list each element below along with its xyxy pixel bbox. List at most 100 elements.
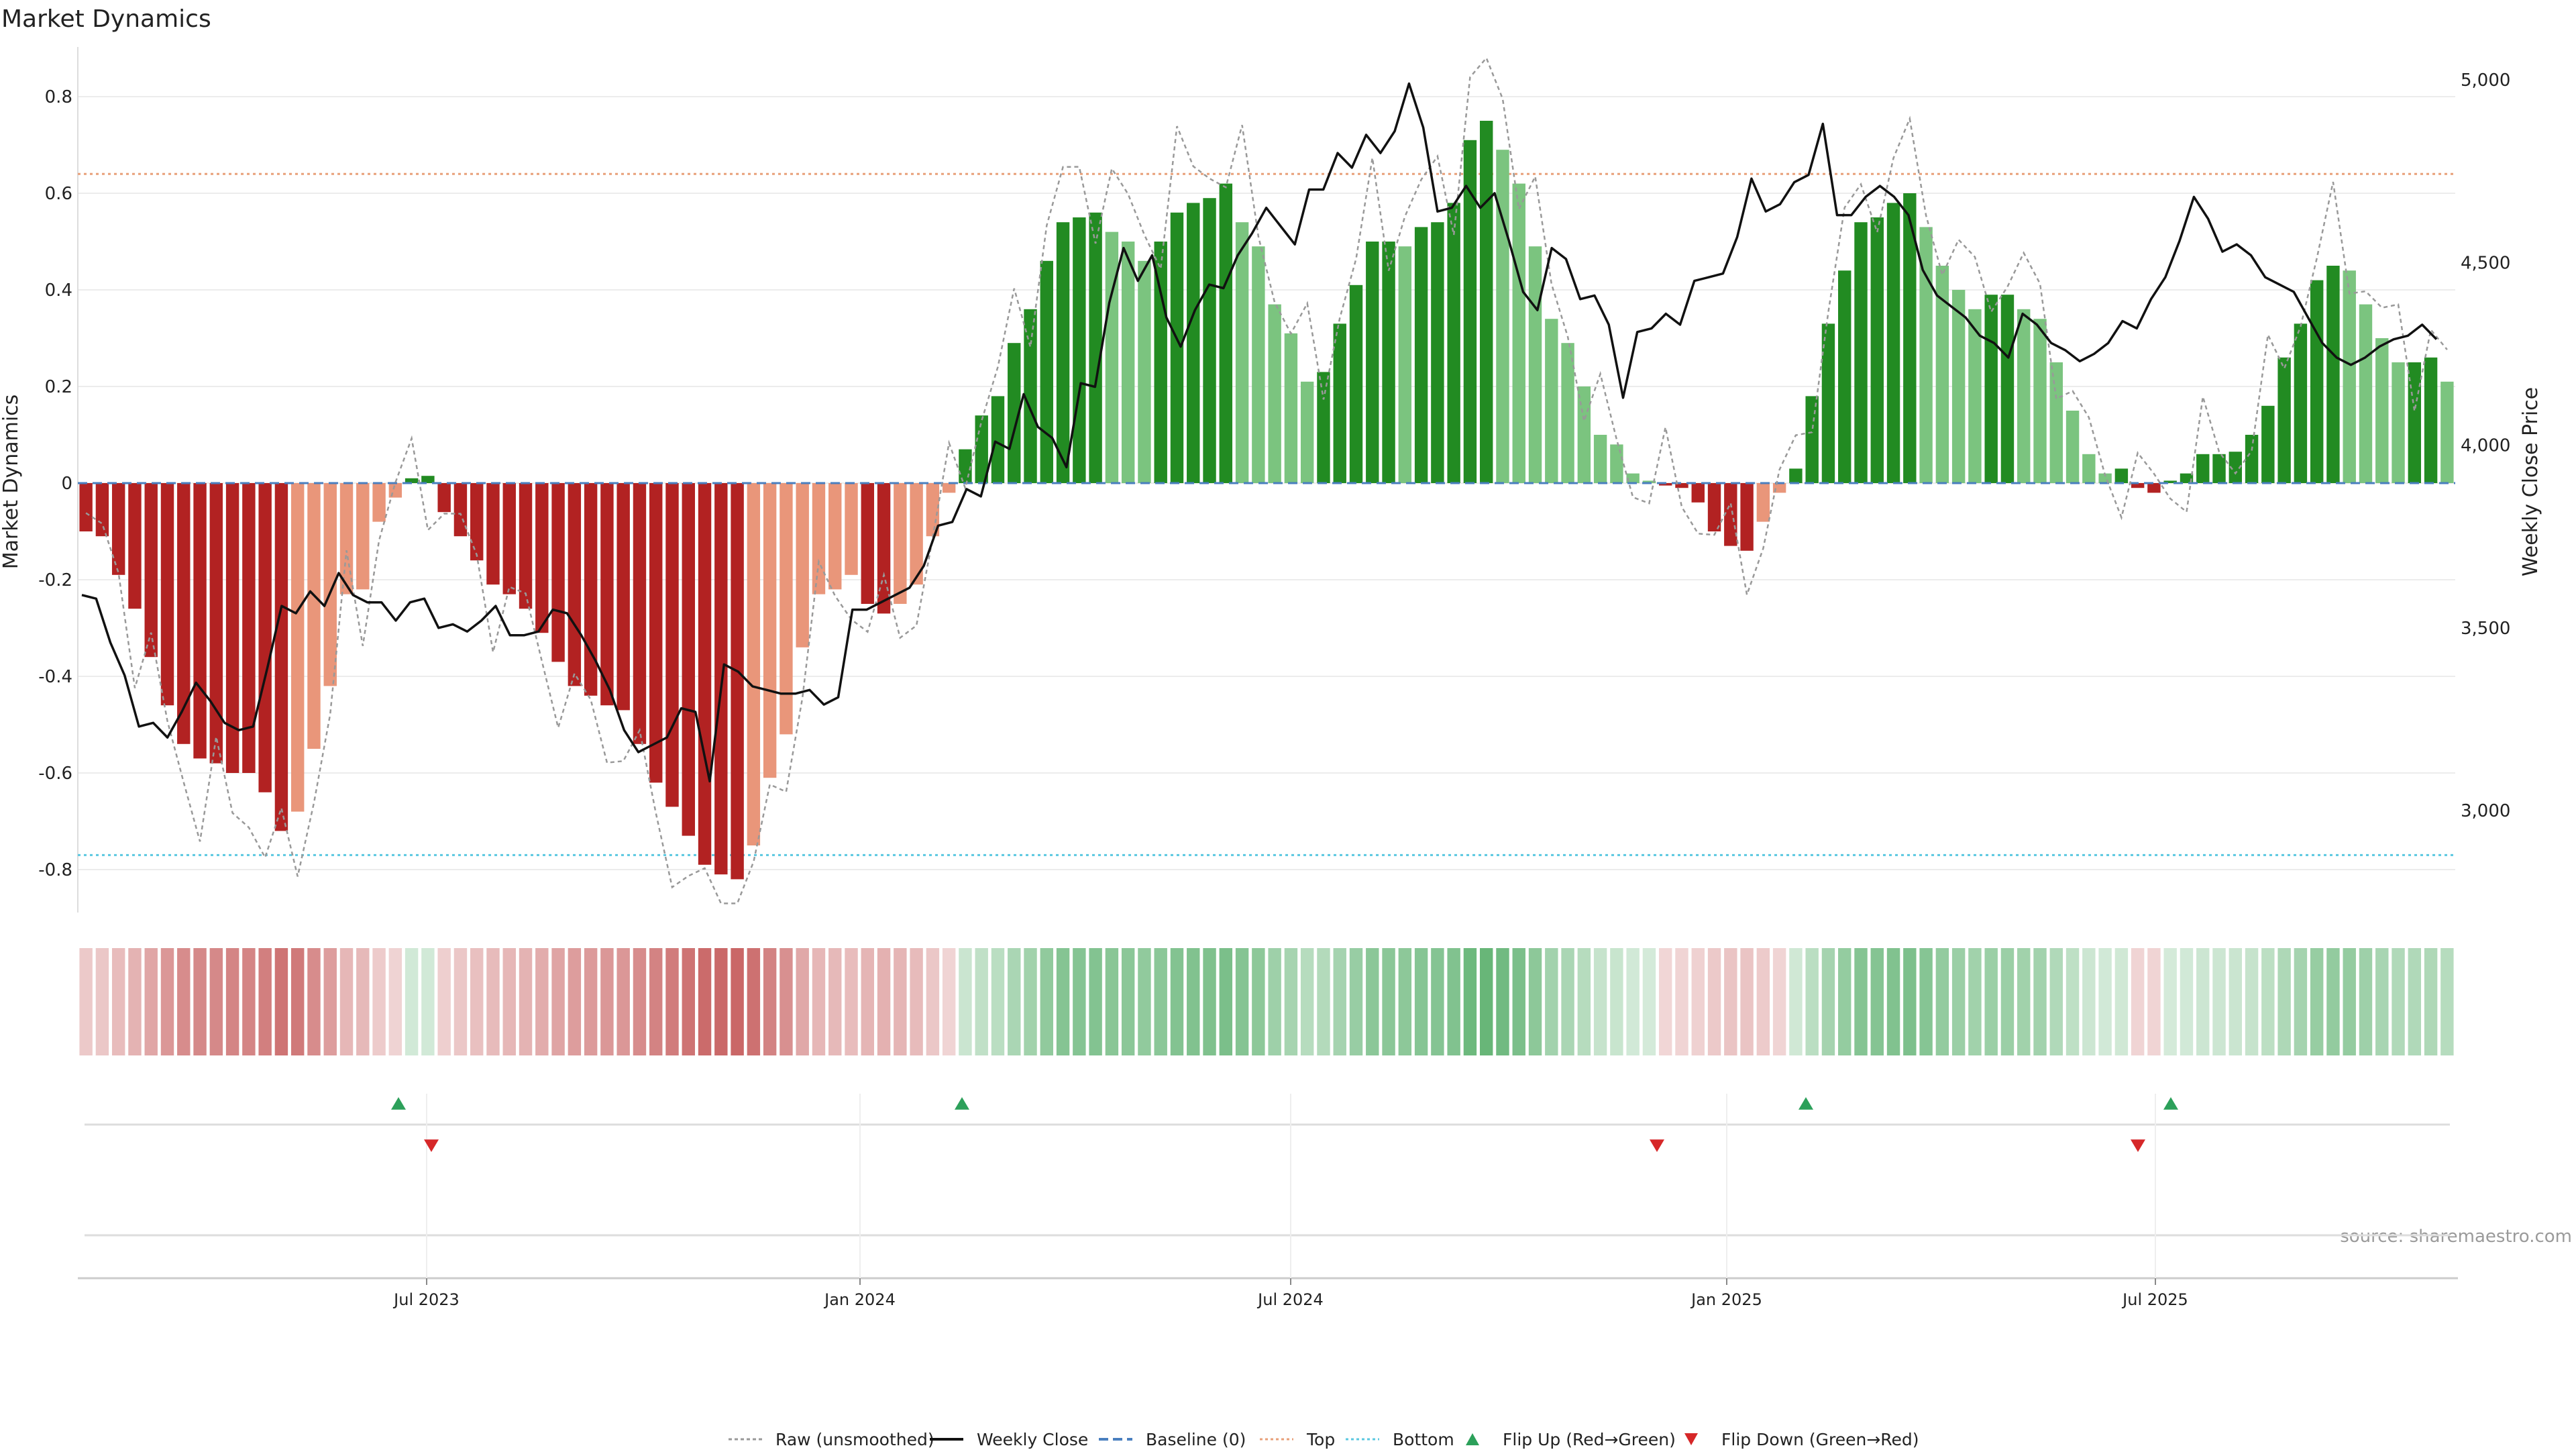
heat-strip-cell bbox=[1870, 948, 1884, 1055]
heat-strip-cell bbox=[942, 948, 956, 1055]
bar bbox=[2294, 323, 2308, 483]
heat-strip-cell bbox=[1268, 948, 1281, 1055]
bar bbox=[2392, 362, 2405, 483]
legend-item: Flip Up (Red→Green) bbox=[1466, 1430, 1676, 1449]
legend-item: Flip Down (Green→Red) bbox=[1684, 1430, 1919, 1449]
x-tick-label: Jan 2024 bbox=[823, 1290, 896, 1309]
bar bbox=[2114, 468, 2129, 483]
bar bbox=[486, 483, 500, 585]
heat-strip-cell bbox=[2212, 948, 2226, 1055]
bar bbox=[1317, 372, 1330, 483]
bar bbox=[470, 483, 484, 561]
bar bbox=[274, 483, 288, 831]
bar bbox=[633, 483, 647, 744]
bar bbox=[2033, 319, 2047, 483]
bar bbox=[1398, 246, 1412, 483]
bar bbox=[1187, 203, 1200, 483]
heat-strip-cell bbox=[1121, 948, 1135, 1055]
y2-tick-label: 5,000 bbox=[2461, 70, 2510, 91]
heat-strip-cell bbox=[731, 948, 744, 1055]
heat-strip-cell bbox=[1642, 948, 1656, 1055]
bar bbox=[1447, 203, 1460, 483]
heat-strip-cell bbox=[1626, 948, 1640, 1055]
heat-strip-cell bbox=[828, 948, 842, 1055]
bar bbox=[2163, 480, 2177, 483]
bar bbox=[991, 396, 1005, 483]
bar bbox=[1838, 270, 1851, 483]
bar bbox=[1691, 483, 1705, 503]
bar bbox=[1056, 222, 1070, 483]
bar bbox=[1105, 231, 1119, 483]
heat-strip-cell bbox=[535, 948, 549, 1055]
x-tick-label: Jul 2024 bbox=[1256, 1290, 1324, 1309]
x-tick-label: Jan 2025 bbox=[1690, 1290, 1762, 1309]
y-tick-label: 0.4 bbox=[45, 280, 72, 301]
heat-strip-cell bbox=[1382, 948, 1395, 1055]
heat-strip-cell bbox=[780, 948, 793, 1055]
heat-strip-cell bbox=[1414, 948, 1428, 1055]
legend-label: Baseline (0) bbox=[1146, 1430, 1246, 1449]
bar bbox=[942, 483, 956, 493]
heat-strip-cell bbox=[437, 948, 451, 1055]
heat-strip-cell bbox=[1707, 948, 1721, 1055]
heat-strip-cell bbox=[1935, 948, 1949, 1055]
heat-strip-cell bbox=[796, 948, 809, 1055]
heat-strip-cell bbox=[2326, 948, 2340, 1055]
heat-strip-cell bbox=[2131, 948, 2145, 1055]
heat-strip-cell bbox=[2294, 948, 2308, 1055]
heat-strip-cell bbox=[1691, 948, 1705, 1055]
bar bbox=[1040, 260, 1054, 483]
bar bbox=[372, 483, 386, 522]
bar bbox=[2343, 270, 2356, 483]
bar bbox=[1333, 323, 1346, 483]
y-tick-label: -0.2 bbox=[38, 570, 72, 590]
heat-strip-cell bbox=[1984, 948, 1998, 1055]
heat-strip-cell bbox=[975, 948, 988, 1055]
heat-strip-cell bbox=[1675, 948, 1688, 1055]
bar bbox=[2000, 295, 2015, 483]
bar bbox=[1577, 386, 1591, 483]
heat-strip-cell bbox=[1056, 948, 1070, 1055]
bar bbox=[665, 483, 679, 807]
heat-strip-cell bbox=[1008, 948, 1021, 1055]
legend-label: Flip Up (Red→Green) bbox=[1503, 1430, 1676, 1449]
heat-strip-cell bbox=[1577, 948, 1591, 1055]
bar bbox=[1870, 217, 1884, 483]
heat-strip-cell bbox=[1398, 948, 1412, 1055]
heat-strip-cell bbox=[95, 948, 109, 1055]
heat-strip-cell bbox=[2163, 948, 2177, 1055]
bar bbox=[2147, 483, 2161, 493]
bar bbox=[894, 483, 907, 604]
heat-strip-cell bbox=[111, 948, 125, 1055]
bar bbox=[2261, 405, 2275, 483]
heat-strip-cell bbox=[894, 948, 907, 1055]
heat-strip-cell bbox=[2229, 948, 2243, 1055]
bar bbox=[1789, 468, 1803, 483]
bar bbox=[177, 483, 191, 744]
heat-strip-cell bbox=[2180, 948, 2194, 1055]
heat-strip-cell bbox=[486, 948, 500, 1055]
bar bbox=[242, 483, 256, 773]
bar bbox=[1089, 212, 1102, 483]
heat-strip-cell bbox=[421, 948, 435, 1055]
heat-strip-cell bbox=[1317, 948, 1330, 1055]
bar bbox=[1984, 295, 1998, 483]
bar bbox=[910, 483, 923, 585]
heat-strip-cell bbox=[2098, 948, 2112, 1055]
bar bbox=[209, 483, 223, 764]
bar bbox=[2212, 454, 2226, 483]
heat-strip-cell bbox=[1968, 948, 1982, 1055]
heat-strip-cell bbox=[1724, 948, 1737, 1055]
bar bbox=[2245, 435, 2259, 483]
heat-strip-cell bbox=[1219, 948, 1233, 1055]
bar bbox=[307, 483, 321, 749]
legend: Raw (unsmoothed) Weekly Close Baseline (0)… bbox=[729, 1430, 1919, 1449]
bar bbox=[1138, 260, 1151, 483]
bar bbox=[1300, 381, 1314, 483]
heat-strip-cell bbox=[1252, 948, 1265, 1055]
bar bbox=[1008, 343, 1021, 483]
bar bbox=[2180, 473, 2194, 483]
y-tick-label: 0.8 bbox=[45, 87, 72, 107]
bar bbox=[1170, 212, 1184, 483]
